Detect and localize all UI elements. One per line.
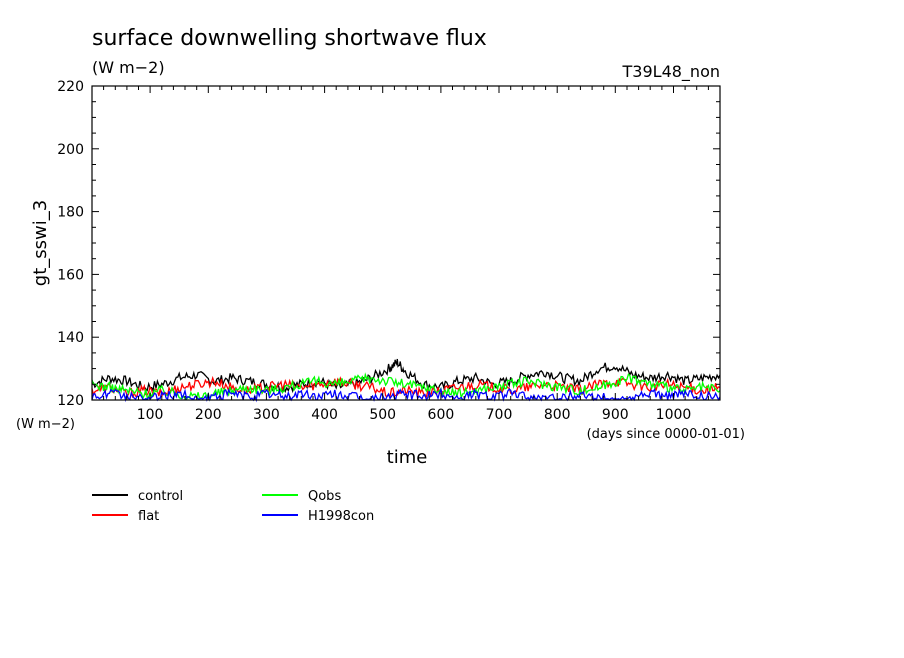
y-unit-label: (W m−2)	[16, 417, 75, 432]
x-tick-label: 1000	[656, 407, 692, 423]
y-tick-label: 180	[57, 205, 84, 221]
x-tick-label: 800	[544, 407, 571, 423]
legend-label: flat	[138, 509, 159, 524]
x-axis-label: time	[387, 447, 428, 468]
y-axis-label: gt_sswi_3	[30, 200, 51, 286]
x-tick-label: 600	[428, 407, 455, 423]
x-tick-label: 100	[137, 407, 164, 423]
legend: control flat Qobs H1998con	[92, 489, 374, 524]
legend-label: control	[138, 489, 183, 504]
chart-subtitle: (W m−2)	[92, 58, 165, 77]
legend-label: H1998con	[308, 509, 374, 524]
y-tick-label: 140	[57, 330, 84, 346]
x-tick-label: 700	[486, 407, 513, 423]
series-layer	[91, 358, 721, 403]
x-tick-label: 300	[253, 407, 280, 423]
ticks-layer: 100 200 300 400 500 600 700 800 900 1000 120 140 160…	[57, 79, 721, 423]
x-tick-label: 200	[195, 407, 222, 423]
x-tick-label: 900	[602, 407, 629, 423]
y-tick-label: 200	[57, 142, 84, 158]
x-tick-label: 500	[369, 407, 396, 423]
x-tick-label: 400	[311, 407, 338, 423]
y-tick-label: 160	[57, 267, 84, 283]
series-line-control	[91, 358, 721, 394]
legend-label: Qobs	[308, 489, 341, 504]
y-tick-label: 220	[57, 79, 84, 95]
plot-frame	[91, 85, 721, 401]
run-label: T39L48_non	[622, 62, 720, 82]
x-unit-label: (days since 0000-01-01)	[587, 427, 745, 442]
chart-title: surface downwelling shortwave flux	[92, 26, 487, 51]
y-tick-label: 120	[57, 393, 84, 409]
